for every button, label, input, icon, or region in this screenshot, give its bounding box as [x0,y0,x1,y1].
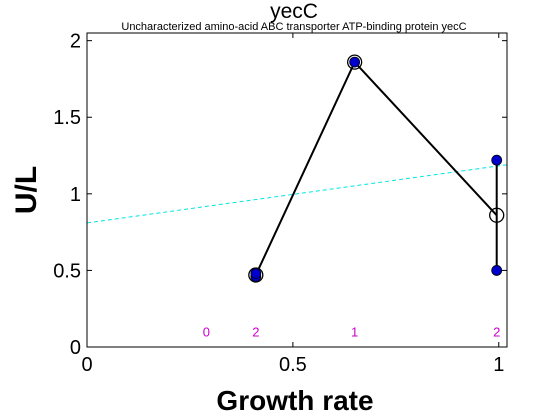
mean-marker-1 [346,54,363,70]
axis-ticks: 0 0.5 1 0 0.5 1 1.5 2 [53,31,507,376]
sample-point-4 [491,265,503,276]
x-tick-label-2: 1 [493,354,504,376]
count-label-1: 2 [252,325,259,340]
mean-marker-0 [248,267,264,283]
fit-line [86,164,508,224]
count-label-0: 0 [203,325,210,340]
y-tick-label-3: 1.5 [53,107,81,129]
sample-point-1 [250,268,262,279]
x-axis-label: Growth rate [216,385,373,416]
chart-subtitle: Uncharacterized amino-acid ABC transport… [121,21,466,33]
plot-frame [86,32,508,348]
sample-point-3 [491,154,503,166]
count-label-2: 1 [351,325,358,340]
y-tick-label-4: 2 [70,31,81,53]
x-tick-label-1: 0.5 [279,354,307,376]
y-tick-label-0: 0 [70,337,81,359]
y-tick-label-2: 1 [70,184,81,206]
count-label-3: 2 [493,325,500,340]
x-tick-label-0: 0 [81,354,92,376]
y-axis-label: U/L [10,166,43,214]
chart-title: yecC [270,0,318,23]
mean-line [254,60,498,276]
y-tick-label-1: 0.5 [53,260,81,282]
plot-area: 0 2 1 2 [86,54,508,340]
sample-point-2 [349,56,361,68]
mean-marker-2 [489,207,505,223]
